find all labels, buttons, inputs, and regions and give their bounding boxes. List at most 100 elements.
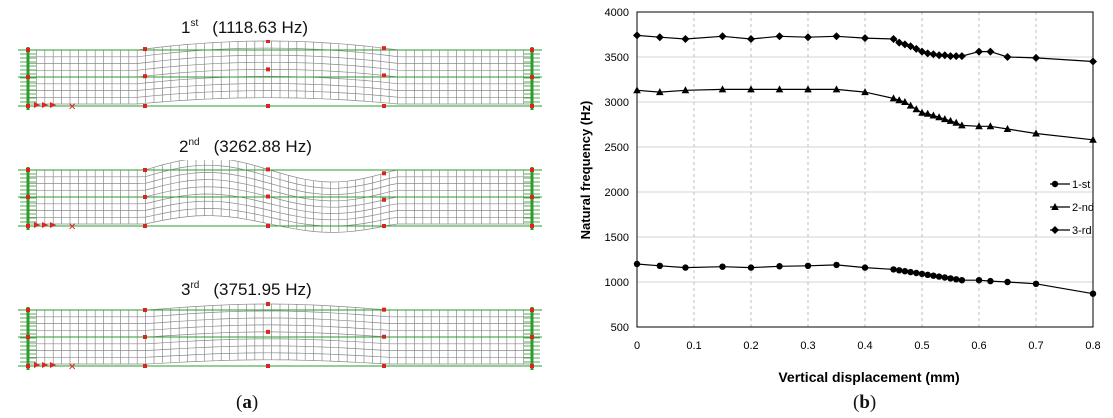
x-tick-label: 0.4 bbox=[857, 340, 872, 352]
node-marker bbox=[266, 194, 270, 199]
series-layer bbox=[633, 31, 1097, 297]
data-point-3-rd bbox=[775, 32, 784, 41]
mesh-horizontal-line bbox=[28, 324, 532, 331]
data-point-2-nd bbox=[912, 105, 921, 113]
data-point-3-rd bbox=[986, 47, 995, 56]
node-marker bbox=[26, 308, 30, 312]
load-arrows: ✕ bbox=[34, 102, 76, 113]
mesh-horizontal-line bbox=[28, 97, 532, 105]
node-marker bbox=[382, 73, 386, 78]
grid-lines bbox=[636, 11, 1094, 328]
data-point-3-rd bbox=[929, 50, 938, 59]
data-point-1-st bbox=[719, 263, 726, 270]
data-point-1-st bbox=[935, 273, 943, 280]
data-point-2-nd bbox=[958, 121, 966, 129]
data-point-3-rd bbox=[940, 51, 949, 60]
node-marker bbox=[143, 364, 147, 368]
mesh-grid bbox=[27, 160, 533, 233]
data-point-3-rd bbox=[747, 35, 755, 43]
legend-label-3-rd: 3-rd bbox=[1072, 225, 1092, 237]
data-point-1-st bbox=[913, 269, 920, 277]
data-point-1-st bbox=[890, 266, 897, 273]
mode-3-ordinal: 3 bbox=[181, 280, 191, 299]
data-point-1-st bbox=[861, 264, 869, 271]
load-arrow-icon bbox=[50, 102, 56, 108]
data-point-2-nd bbox=[975, 122, 983, 130]
mode-2-mesh-shape: ✕ bbox=[18, 160, 542, 233]
x-tick-label: 0.5 bbox=[914, 340, 929, 352]
load-arrow-icon bbox=[34, 102, 40, 108]
load-arrow-icon bbox=[42, 362, 48, 368]
x-axis-label: Vertical displacement (mm) bbox=[778, 369, 959, 385]
data-point-2-nd bbox=[832, 85, 841, 93]
mesh-horizontal-line bbox=[28, 54, 532, 64]
node-marker bbox=[143, 195, 147, 199]
load-arrows: ✕ bbox=[34, 362, 76, 373]
x-tick-label: 0.3 bbox=[800, 340, 815, 352]
node-marker bbox=[26, 224, 30, 228]
mode-3-label: 3rd (3751.95 Hz) bbox=[181, 280, 312, 300]
data-point-2-nd bbox=[1003, 125, 1012, 132]
y-axis-label: Natural frequency (Hz) bbox=[578, 101, 593, 240]
mode-1-frequency: (1118.63 Hz) bbox=[212, 18, 308, 37]
caption-b-open: ( bbox=[853, 392, 860, 413]
cross-marker-icon: ✕ bbox=[68, 222, 76, 233]
axes: 500 1000 1500 2000 2500 3000 3500 4000 0 0.1 0.2 0.… bbox=[605, 7, 1101, 352]
data-point-3-rd bbox=[655, 33, 664, 42]
y-tick-label: 1500 bbox=[605, 232, 629, 244]
mesh-grid bbox=[27, 303, 533, 365]
data-point-2-nd bbox=[804, 85, 812, 93]
data-point-3-rd bbox=[957, 52, 966, 61]
data-point-1-st bbox=[804, 262, 812, 269]
node-marker bbox=[382, 197, 386, 202]
node-marker bbox=[382, 334, 386, 339]
load-arrow-icon bbox=[42, 102, 48, 108]
data-point-1-st bbox=[907, 268, 914, 276]
x-tick-label: 0.7 bbox=[1028, 340, 1043, 352]
y-tick-label: 4000 bbox=[605, 7, 629, 19]
node-marker bbox=[143, 335, 147, 339]
legend-label-2-nd: 2-nd bbox=[1072, 202, 1094, 214]
load-arrow-icon bbox=[34, 222, 40, 228]
mesh-horizontal-line bbox=[28, 172, 532, 195]
data-point-2-nd bbox=[986, 122, 995, 130]
mode-2-label: 2nd (3262.88 Hz) bbox=[179, 137, 312, 157]
node-marker bbox=[143, 308, 147, 312]
data-point-1-st bbox=[975, 277, 983, 284]
node-marker bbox=[530, 195, 534, 199]
mesh-horizontal-line bbox=[28, 83, 532, 91]
data-point-1-st bbox=[896, 267, 903, 274]
node-marker bbox=[530, 308, 534, 312]
caption-b-letter: b bbox=[859, 392, 870, 413]
y-tick-label: 3000 bbox=[605, 97, 629, 109]
load-arrow-icon bbox=[42, 222, 48, 228]
x-tick-label: 0.8 bbox=[1085, 340, 1100, 352]
data-point-2-nd bbox=[946, 116, 955, 124]
data-point-2-nd bbox=[718, 85, 727, 93]
data-point-3-rd bbox=[832, 32, 841, 41]
data-point-3-rd bbox=[1003, 53, 1012, 61]
plot-area-frame bbox=[636, 11, 1094, 328]
load-arrow-icon bbox=[50, 362, 56, 368]
legend: 1-st 2-nd 3-rd bbox=[1050, 179, 1094, 237]
cross-marker-icon: ✕ bbox=[68, 102, 76, 113]
data-point-2-nd bbox=[923, 109, 932, 117]
load-arrow-icon bbox=[34, 362, 40, 368]
mode-1-mesh-shape: ✕ bbox=[18, 40, 542, 113]
data-point-3-rd bbox=[861, 34, 869, 43]
legend-label-1-st: 1-st bbox=[1072, 179, 1090, 191]
load-arrow-icon bbox=[50, 222, 56, 228]
data-point-3-rd bbox=[681, 35, 690, 43]
data-point-2-nd bbox=[941, 115, 949, 123]
mesh-horizontal-line bbox=[28, 359, 532, 365]
panel-a-mode-shapes: 1st (1118.63 Hz) ✕ 2nd (3262.88 Hz) ✕ 3rd (… bbox=[18, 18, 542, 413]
data-point-1-st bbox=[1004, 278, 1011, 286]
node-marker bbox=[143, 168, 147, 172]
mesh-horizontal-line bbox=[28, 338, 532, 345]
node-marker bbox=[382, 224, 386, 228]
node-marker bbox=[266, 364, 270, 368]
data-point-3-rd bbox=[889, 35, 898, 43]
series-2-nd bbox=[633, 85, 1097, 143]
mesh-horizontal-line bbox=[28, 208, 532, 227]
data-point-3-rd bbox=[975, 47, 983, 56]
